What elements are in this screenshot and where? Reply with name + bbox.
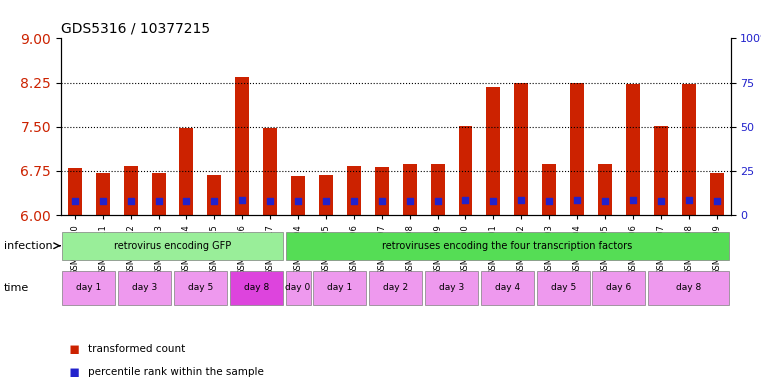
Text: day 3: day 3 [132, 283, 158, 293]
Text: day 5: day 5 [188, 283, 213, 293]
Bar [123, 166, 138, 215]
Bar [626, 84, 640, 215]
Bar [347, 166, 361, 215]
Point [683, 197, 695, 204]
Point [654, 197, 667, 204]
Bar [458, 126, 473, 215]
Text: day 8: day 8 [244, 283, 269, 293]
Text: day 2: day 2 [383, 283, 409, 293]
Bar [570, 83, 584, 215]
Text: retrovirus encoding GFP: retrovirus encoding GFP [114, 241, 231, 251]
Bar [654, 126, 668, 215]
Bar [96, 173, 110, 215]
Bar [319, 175, 333, 215]
Text: day 3: day 3 [439, 283, 464, 293]
Text: ▪: ▪ [68, 364, 80, 381]
Text: day 0: day 0 [285, 283, 310, 293]
Point [403, 198, 416, 204]
FancyBboxPatch shape [369, 271, 422, 305]
Bar [68, 168, 82, 215]
Point [599, 197, 611, 204]
Point [125, 198, 137, 204]
FancyBboxPatch shape [285, 271, 310, 305]
Text: day 6: day 6 [607, 283, 632, 293]
Point [487, 197, 499, 204]
FancyBboxPatch shape [285, 232, 729, 260]
FancyBboxPatch shape [592, 271, 645, 305]
Point [515, 197, 527, 204]
Point [292, 198, 304, 204]
Text: retroviruses encoding the four transcription factors: retroviruses encoding the four transcrip… [382, 241, 632, 251]
Point [431, 198, 444, 204]
Text: day 4: day 4 [495, 283, 520, 293]
FancyBboxPatch shape [118, 271, 171, 305]
Point [543, 197, 556, 204]
Bar [403, 164, 416, 215]
FancyBboxPatch shape [425, 271, 478, 305]
Bar [682, 84, 696, 215]
Bar [263, 129, 277, 215]
Point [460, 197, 472, 204]
Bar [207, 175, 221, 215]
Text: ▪: ▪ [68, 341, 80, 358]
Point [152, 198, 164, 204]
Point [236, 197, 248, 203]
Point [180, 197, 193, 204]
Bar [291, 175, 305, 215]
Bar [151, 173, 165, 215]
Point [68, 198, 81, 204]
Point [209, 198, 221, 204]
Text: percentile rank within the sample: percentile rank within the sample [88, 367, 263, 377]
Bar [514, 83, 528, 215]
Text: infection: infection [4, 241, 53, 251]
Text: GDS5316 / 10377215: GDS5316 / 10377215 [61, 22, 210, 36]
Text: day 5: day 5 [550, 283, 576, 293]
Point [627, 197, 639, 204]
Point [711, 198, 723, 204]
Point [320, 198, 332, 204]
Point [571, 197, 583, 204]
Point [348, 198, 360, 204]
Text: day 1: day 1 [76, 283, 101, 293]
FancyBboxPatch shape [174, 271, 227, 305]
Bar [486, 87, 500, 215]
Text: day 8: day 8 [676, 283, 702, 293]
Bar [709, 173, 724, 215]
Bar [431, 164, 444, 215]
FancyBboxPatch shape [62, 271, 116, 305]
Point [264, 197, 276, 204]
Bar [598, 164, 612, 215]
Bar [542, 164, 556, 215]
FancyBboxPatch shape [62, 232, 283, 260]
Bar [374, 167, 389, 215]
Text: transformed count: transformed count [88, 344, 185, 354]
Text: time: time [4, 283, 29, 293]
Bar [180, 128, 193, 215]
Bar [235, 77, 249, 215]
FancyBboxPatch shape [537, 271, 590, 305]
FancyBboxPatch shape [481, 271, 533, 305]
Point [97, 198, 109, 204]
Text: day 1: day 1 [327, 283, 352, 293]
Point [376, 198, 388, 204]
FancyBboxPatch shape [648, 271, 729, 305]
FancyBboxPatch shape [230, 271, 282, 305]
FancyBboxPatch shape [314, 271, 367, 305]
